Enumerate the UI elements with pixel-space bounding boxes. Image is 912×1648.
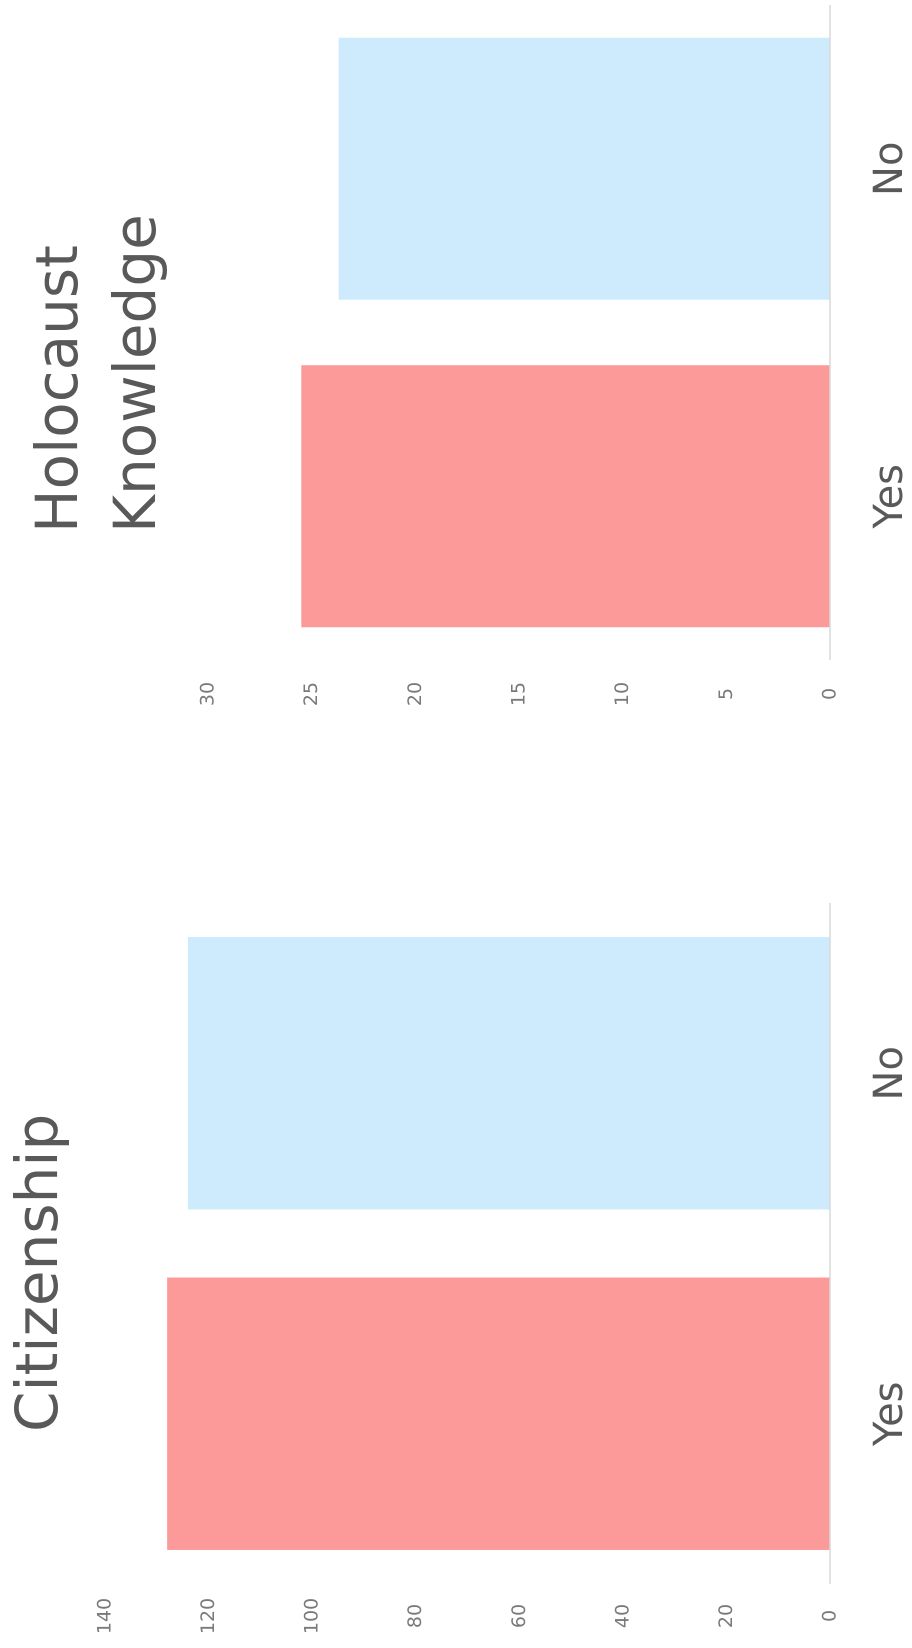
y-tick-label: 0 bbox=[819, 688, 841, 700]
y-tick-label: 15 bbox=[508, 682, 530, 706]
bar bbox=[167, 1277, 830, 1550]
bar bbox=[338, 37, 830, 300]
y-tick-label: 60 bbox=[508, 1604, 530, 1628]
title-box: Citizenship bbox=[3, 1113, 71, 1432]
y-tick-label: 20 bbox=[404, 682, 426, 706]
y-tick-label: 20 bbox=[715, 1604, 737, 1628]
y-tick-label: 10 bbox=[611, 682, 633, 706]
rotated-charts: Citizenship020406080100120140YesNoHoloca… bbox=[3, 5, 912, 1634]
y-tick-label: 80 bbox=[404, 1604, 426, 1628]
x-tick-label: No bbox=[866, 1046, 912, 1100]
bar bbox=[187, 937, 831, 1210]
y-tick-label: 5 bbox=[715, 688, 737, 700]
y-tick-label: 40 bbox=[611, 1604, 633, 1628]
x-tick-label: Yes bbox=[866, 1381, 912, 1447]
bar bbox=[301, 365, 830, 628]
chart-title: Holocaust Knowledge bbox=[23, 214, 169, 533]
y-tick-label: 140 bbox=[94, 1598, 116, 1634]
title-box: Holocaust Knowledge bbox=[23, 214, 169, 533]
y-tick-label: 120 bbox=[197, 1598, 219, 1634]
y-tick-label: 0 bbox=[819, 1610, 841, 1622]
chart-title: Citizenship bbox=[3, 1113, 71, 1432]
y-tick-label: 30 bbox=[197, 682, 219, 706]
y-tick-label: 25 bbox=[300, 682, 322, 706]
y-tick-label: 100 bbox=[301, 1598, 323, 1634]
x-tick-label: No bbox=[866, 142, 912, 196]
x-tick-label: Yes bbox=[866, 464, 912, 530]
